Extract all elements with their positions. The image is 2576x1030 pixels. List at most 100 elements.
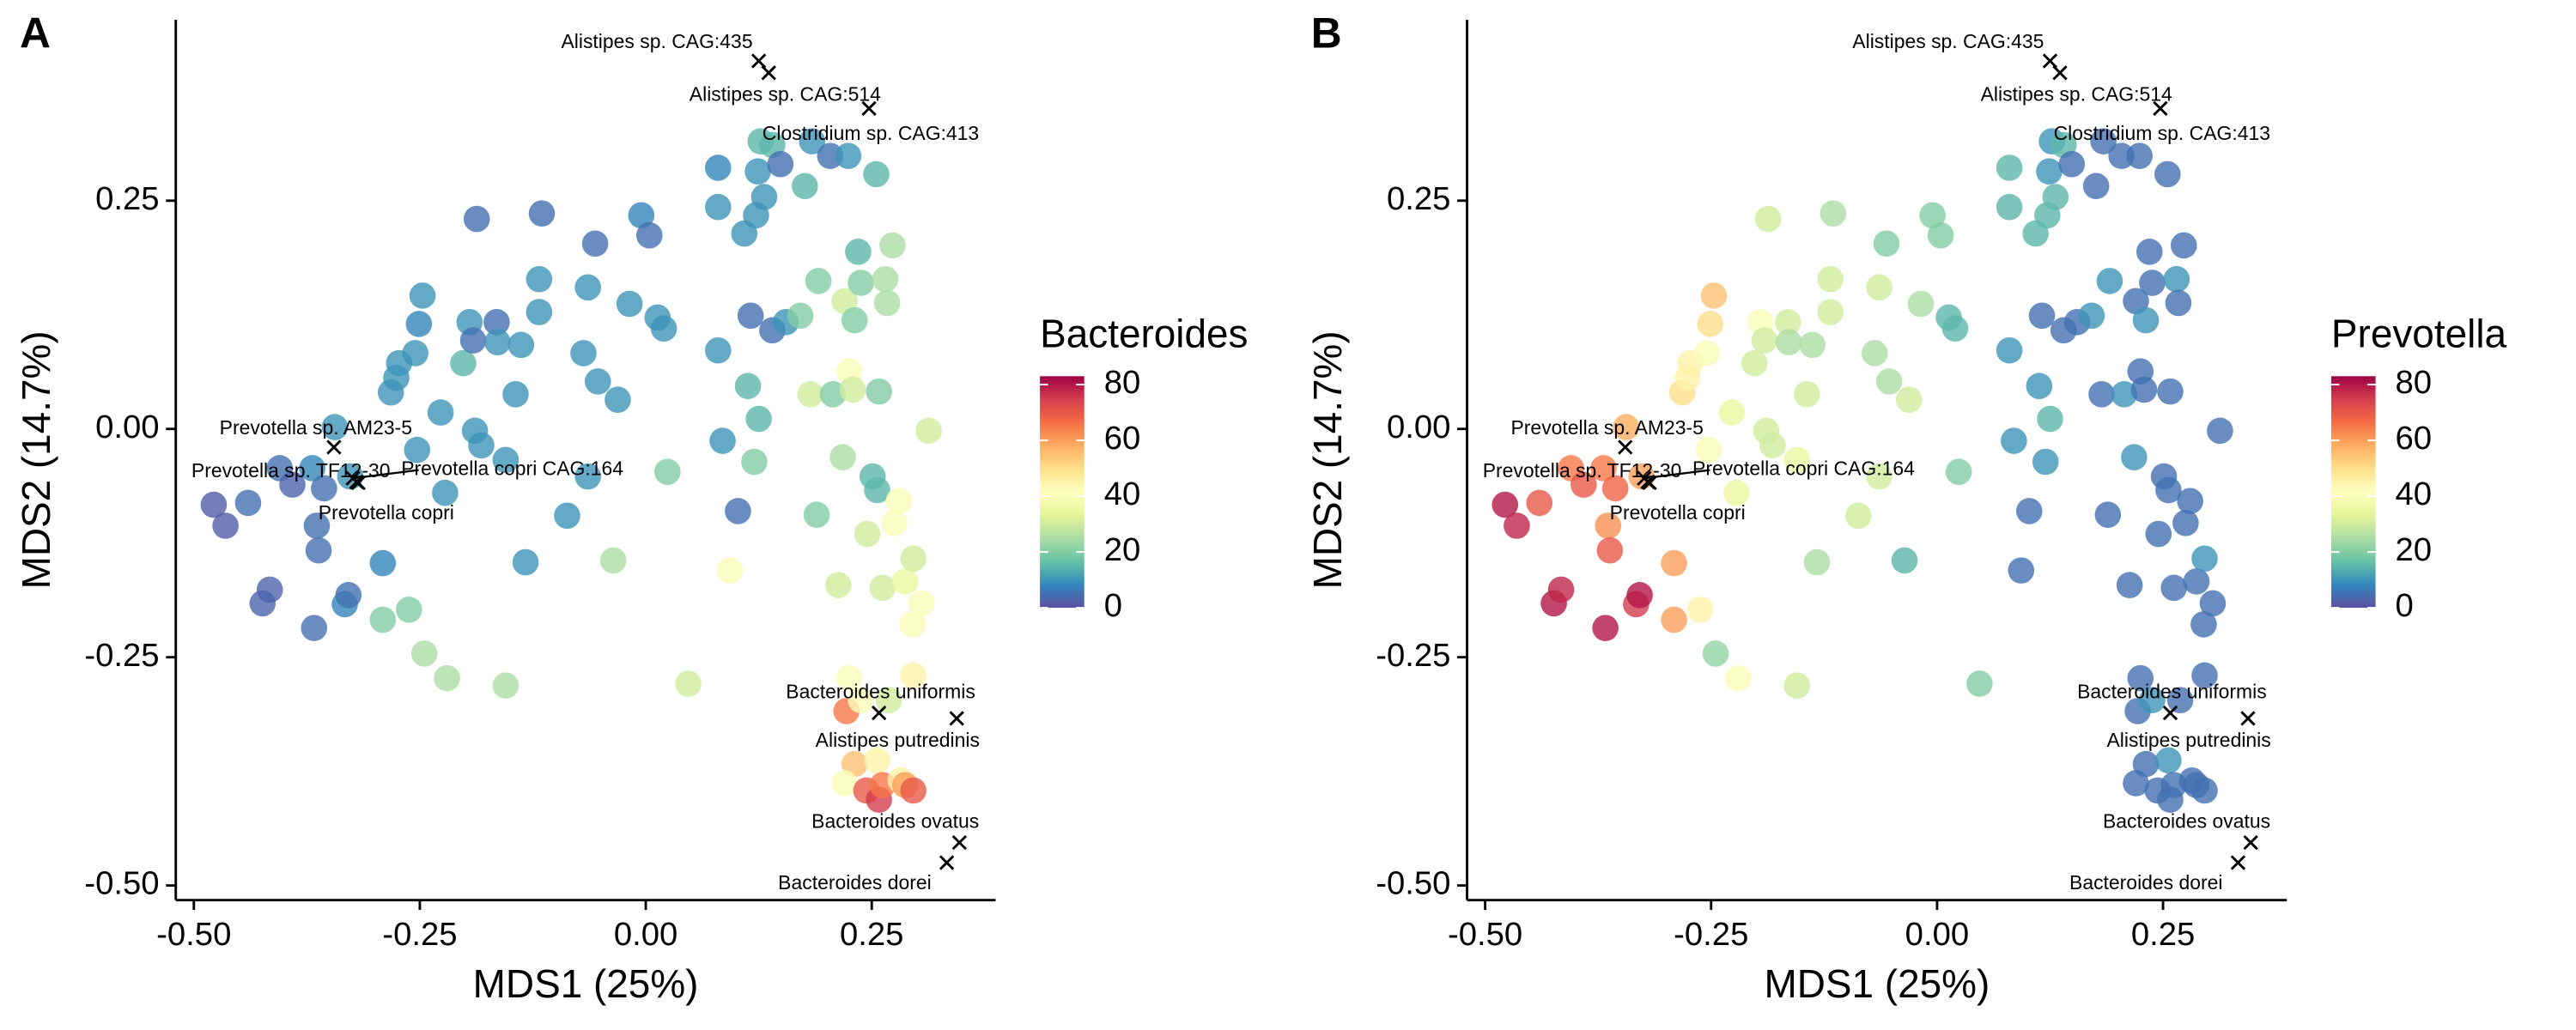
point (2177, 488, 2203, 515)
point (526, 265, 553, 293)
point (1803, 548, 1831, 576)
species-label: Prevotella copri (319, 501, 454, 524)
point (2160, 574, 2187, 602)
colorbar-title: Prevotella (2331, 312, 2507, 356)
point (369, 606, 397, 633)
point (1697, 311, 1724, 337)
point (574, 274, 602, 301)
point (2130, 376, 2158, 403)
point (2172, 510, 2199, 536)
species-label: Bacteroides ovatus (2103, 810, 2270, 833)
point (2015, 498, 2043, 524)
species-marker (761, 65, 776, 81)
species-label: Alistipes sp. CAG:514 (690, 83, 881, 106)
point (492, 672, 519, 699)
point (528, 200, 556, 227)
point (1866, 274, 1893, 301)
point (869, 574, 896, 602)
point (744, 158, 771, 185)
point (554, 502, 580, 530)
point (303, 512, 331, 539)
point (512, 548, 539, 576)
point (1547, 576, 1575, 603)
point (1504, 512, 1530, 539)
x-tick-label: -0.50 (1448, 916, 1522, 953)
point (1907, 290, 1935, 318)
point (410, 640, 438, 667)
point (2139, 270, 2166, 296)
species-label: Clostridium sp. CAG:413 (762, 122, 979, 144)
point (797, 381, 823, 408)
species-label: Alistipes sp. CAG:435 (1852, 30, 2044, 52)
species-marker (2153, 100, 2168, 117)
species-label: Bacteroides uniformis (786, 681, 975, 703)
point (404, 436, 431, 464)
point (468, 432, 495, 459)
x-tick-label: -0.25 (382, 916, 457, 953)
point (1820, 200, 1847, 227)
point (635, 221, 663, 249)
point (1799, 331, 1826, 359)
species-label: Prevotella copri (1610, 501, 1746, 524)
point (1845, 502, 1872, 530)
colorbar-title: Bacteroides (1040, 312, 1248, 356)
point (817, 142, 844, 169)
species-marker (750, 53, 767, 69)
point (2127, 664, 2154, 692)
point (502, 381, 529, 408)
point (2191, 662, 2218, 689)
point (864, 747, 890, 774)
point (434, 664, 460, 692)
point (1775, 329, 1802, 355)
point (879, 232, 906, 259)
point (1751, 327, 1778, 354)
point (1817, 299, 1844, 325)
point (2126, 142, 2153, 169)
colorbar-tick-label: 80 (2396, 364, 2433, 401)
point (2183, 568, 2210, 595)
point (1661, 606, 1687, 633)
point (305, 536, 332, 564)
species-marker (2162, 705, 2178, 721)
point (628, 202, 655, 229)
species-label: Bacteroides dorei (778, 871, 932, 894)
point (369, 549, 397, 577)
point (2191, 777, 2218, 804)
point (900, 777, 927, 804)
point (402, 340, 428, 367)
point (737, 302, 764, 330)
point (1741, 349, 1768, 377)
y-tick-label: 0.00 (95, 409, 159, 445)
point (900, 545, 927, 573)
x-tick-label: 0.00 (1905, 916, 1969, 953)
species-marker (2042, 53, 2058, 69)
point (2026, 373, 2053, 400)
point (299, 455, 325, 482)
point (863, 161, 890, 188)
point (1861, 340, 1888, 367)
point (1661, 549, 1687, 577)
point (650, 315, 677, 342)
point (2132, 306, 2160, 334)
colorbar-tick-label: 40 (2396, 476, 2433, 512)
point (599, 547, 627, 574)
y-axis-title: MDS2 (14.7%) (14, 330, 58, 589)
point (1590, 455, 1617, 482)
point (1895, 386, 1923, 414)
species-marker (1618, 439, 1633, 455)
point (2042, 184, 2069, 210)
point (1774, 308, 1801, 336)
point (484, 329, 511, 355)
colorbar-tick-label: 60 (2396, 420, 2433, 457)
point (824, 572, 852, 598)
colorbar (1040, 376, 1084, 609)
colorbar-tick-label: 80 (1104, 364, 1141, 401)
species-label: Alistipes sp. CAG:435 (561, 30, 752, 52)
point (2145, 520, 2172, 548)
point (741, 448, 768, 476)
species-marker (2052, 65, 2068, 81)
point (839, 376, 866, 403)
point (395, 597, 422, 623)
species-marker (350, 475, 367, 491)
